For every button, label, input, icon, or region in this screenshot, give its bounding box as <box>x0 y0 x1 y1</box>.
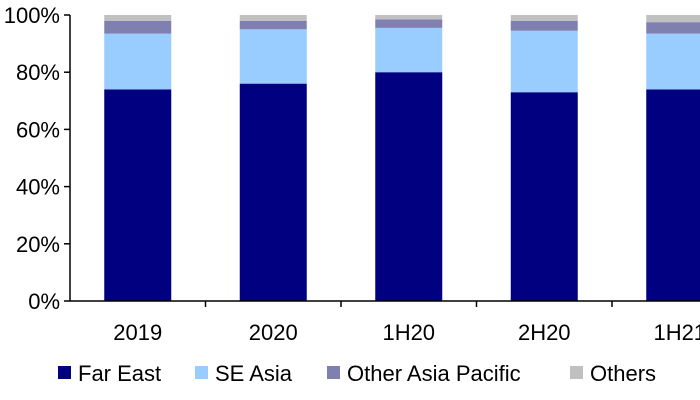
x-tick-label: 1H21 <box>653 320 700 345</box>
bar-segment-2020-others <box>239 15 307 21</box>
bar-segment-2h20-other-asia-pacific <box>510 20 578 31</box>
legend-label: Other Asia Pacific <box>347 361 521 386</box>
bars-layer <box>104 15 700 301</box>
axes-layer <box>64 14 700 307</box>
bar-segment-1h20-far-east <box>375 72 443 301</box>
y-tick-label: 60% <box>16 117 60 142</box>
x-tick-label: 1H20 <box>382 320 435 345</box>
legend-swatch-far-east <box>58 366 71 379</box>
x-tick-label: 2H20 <box>518 320 571 345</box>
bar-segment-2h20-se-asia <box>510 30 578 93</box>
tick-labels-layer: 0% 20% 40% 60% 80% 100% 2019 2020 1H20 2H20 1H21 <box>4 3 700 345</box>
y-tick-label: 100% <box>4 3 60 28</box>
bar-segment-2019-far-east <box>104 89 172 301</box>
bar-segment-2019-other-asia-pacific <box>104 20 172 34</box>
bar-segment-2019-others <box>104 15 172 21</box>
legend-swatch-other-asia-pacific <box>327 366 340 379</box>
bar-segment-1h21-far-east <box>646 89 700 301</box>
legend-swatch-others <box>570 366 583 379</box>
legend-swatch-se-asia <box>195 366 208 379</box>
bar-segment-2h20-far-east <box>510 92 578 301</box>
y-tick-label: 0% <box>28 289 60 314</box>
bar-segment-1h21-others <box>646 15 700 23</box>
legend: Far East SE Asia Other Asia Pacific Others <box>58 361 656 386</box>
bar-segment-2h20-others <box>510 15 578 21</box>
y-tick-label: 20% <box>16 232 60 257</box>
x-tick-label: 2020 <box>249 320 298 345</box>
bar-segment-1h21-other-asia-pacific <box>646 22 700 34</box>
x-tick-label: 2019 <box>113 320 162 345</box>
bar-segment-1h20-others <box>375 15 443 20</box>
y-tick-label: 40% <box>16 175 60 200</box>
bar-segment-1h20-other-asia-pacific <box>375 19 443 28</box>
bar-segment-1h20-se-asia <box>375 27 443 73</box>
bar-segment-1h21-se-asia <box>646 33 700 90</box>
legend-label: SE Asia <box>215 361 293 386</box>
y-tick-label: 80% <box>16 60 60 85</box>
legend-label: Others <box>590 361 656 386</box>
bar-segment-2020-other-asia-pacific <box>239 20 307 30</box>
bar-segment-2020-far-east <box>239 83 307 301</box>
legend-label: Far East <box>78 361 161 386</box>
bar-segment-2020-se-asia <box>239 29 307 84</box>
bar-segment-2019-se-asia <box>104 33 172 90</box>
